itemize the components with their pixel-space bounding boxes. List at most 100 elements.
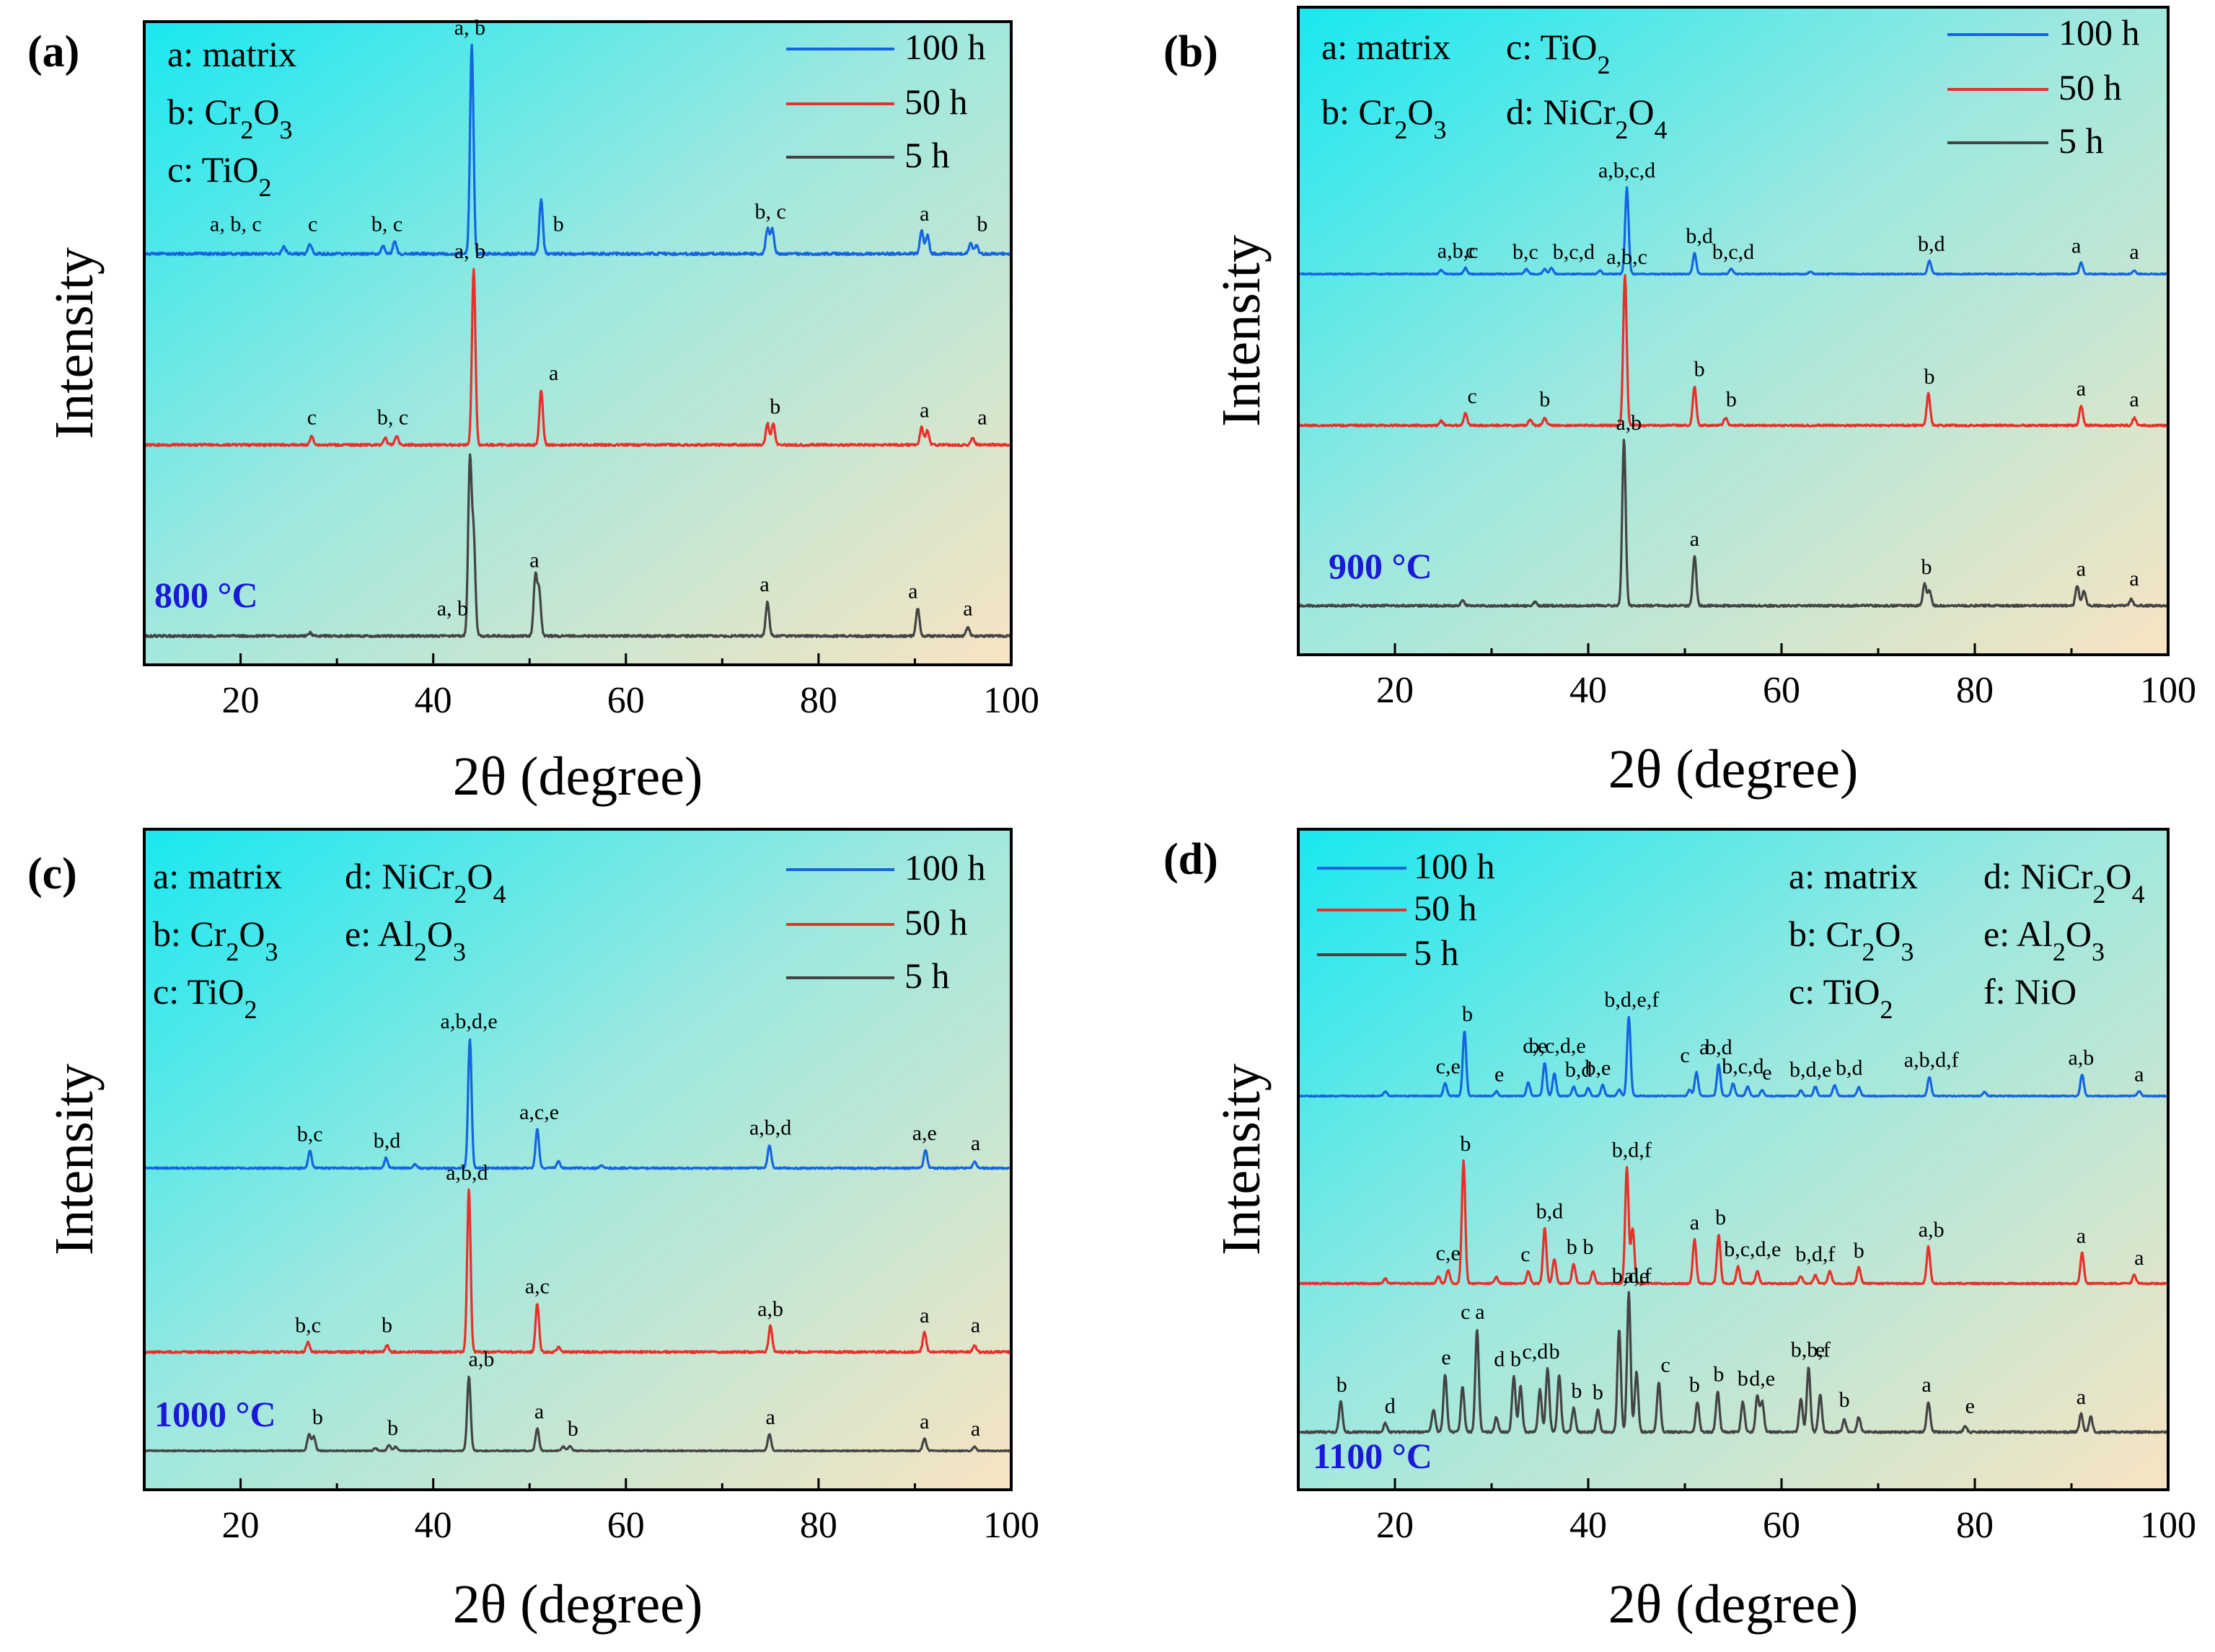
peak-label: a,b [1616,411,1642,435]
peak-label: a [963,597,972,621]
peak-label: a,b,c [1437,239,1479,263]
phase-key-entry: c: TiO2 [167,149,271,202]
peak-label: b [1713,1362,1724,1386]
legend-entry: 50 h [1414,888,1477,928]
series-line-5h [1297,1291,2170,1434]
x-tick-label: 60 [607,1505,645,1546]
peak-label: a,c [525,1275,550,1299]
peak-label: a [2077,557,2086,580]
peak-label: d [1385,1394,1396,1418]
legend-entry: 5 h [1414,932,1459,973]
peak-label: c [1520,1242,1530,1266]
panel-label: (a) [27,27,79,76]
peak-label: e [1965,1394,1975,1418]
peak-label: a, b [437,597,468,621]
peak-label: b [1571,1379,1582,1403]
peak-label: b [568,1417,578,1441]
peak-label: a [971,1417,980,1441]
phase-key-entry: a: matrix [167,34,296,74]
phase-key-entry: d: NiCr2O4 [1506,92,1668,144]
legend-entry: 5 h [904,955,950,996]
peak-label: b,c [295,1314,321,1338]
x-axis-title: 2θ (degree) [453,1574,703,1635]
series-line-50h [143,1188,1013,1354]
peak-label: b [770,395,780,419]
peak-label: b,d [1565,1058,1593,1082]
legend-entry: 50 h [904,902,968,942]
x-tick-label: 20 [222,1505,260,1546]
peak-label: a [2129,240,2139,264]
peak-label: b,d,e [1789,1058,1831,1082]
x-tick-label: 60 [1763,1505,1800,1546]
legend-entry: 100 h [904,27,986,67]
peak-label: b,d [374,1129,401,1153]
series-line-100h [144,1038,1012,1170]
x-tick-label: 20 [1376,1505,1414,1546]
plot-frame [143,20,1013,666]
x-axis-title: 2θ (degree) [1608,1574,1859,1635]
peak-label: a [2129,567,2139,591]
peak-label: a [920,1410,929,1434]
temperature-label: 900 °C [1329,546,1432,586]
peak-label: a, b, c [210,213,262,237]
peak-label: a [920,202,929,226]
peak-label: e [1762,1061,1771,1085]
x-tick-label: 40 [415,1505,452,1546]
peak-label: a [1699,1035,1709,1059]
peak-label: b [1921,555,1932,579]
peak-label: b [1839,1388,1850,1412]
peak-label: b, c [754,200,785,224]
series-line-50h [143,268,1012,448]
panel-label: (b) [1163,27,1218,76]
peak-label: e [1441,1346,1450,1369]
peak-label: b,d [1536,1200,1564,1224]
phase-key-entry: b: Cr2O3 [167,92,293,144]
peak-label: a,b [1919,1218,1945,1242]
plot-frame [143,828,1013,1491]
x-tick-label: 20 [1376,670,1414,711]
peak-label: b,c,d [1712,240,1754,264]
peak-label: b [1337,1373,1347,1397]
series-line-50h [1297,273,2170,428]
peak-label: b,b,f [1791,1338,1831,1362]
peak-label: c,e [1436,1054,1461,1078]
peak-label: a, b [454,239,485,263]
plot-background [144,829,1011,1490]
peak-label: b,c [1512,240,1538,264]
peak-label: c [1661,1353,1670,1377]
peak-label: c,e [1436,1241,1461,1265]
x-tick-label: 100 [2140,1505,2196,1546]
peak-label: b,c,d [1722,1054,1763,1078]
peak-label: b [1726,387,1737,411]
phase-key-entry: d: NiCr2O4 [1983,856,2145,909]
peak-label: a,e [912,1121,937,1145]
peak-label: b [977,213,987,237]
peak-label: b [1567,1235,1577,1259]
phase-key-entry: f: NiO [1983,971,2077,1012]
peak-label: b [1462,1002,1473,1026]
peak-label: b,d [1705,1035,1732,1059]
peak-label: c [1466,239,1475,263]
legend-entry: 5 h [2058,120,2104,161]
peak-label: b,c,d [1553,240,1595,264]
peak-label: c [308,213,317,237]
x-tick-label: 80 [800,680,837,721]
peak-label: b [1510,1347,1521,1371]
x-tick-label: 100 [983,680,1039,721]
peak-label: b [1738,1367,1748,1391]
peak-label: a,b,c,d [1598,159,1655,182]
peak-label: a [971,1314,980,1338]
peak-label: b [1854,1239,1864,1263]
peak-label: a [2077,377,2086,401]
peak-label: a,b [757,1297,783,1321]
phase-key-entry: a: matrix [1321,27,1450,67]
phase-key-entry: d: NiCr2O4 [345,856,506,909]
peak-label: b [1460,1132,1471,1156]
peak-label: a [529,548,539,572]
peak-label: a [908,580,917,604]
x-tick-label: 40 [1569,1505,1607,1546]
peak-label: b [387,1416,398,1440]
series-line-100h [143,43,1013,257]
